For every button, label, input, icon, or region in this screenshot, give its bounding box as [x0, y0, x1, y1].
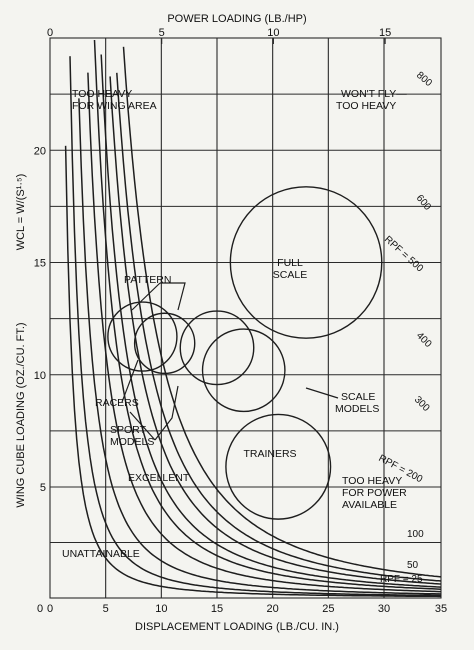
- origin-label: 0: [37, 603, 43, 615]
- rpf-curve-600: [116, 72, 442, 582]
- rpf-label-25: RPF = 25: [380, 574, 423, 585]
- x-tick-label-25: 25: [322, 603, 334, 615]
- x-tick-label-15: 15: [211, 603, 223, 615]
- x-axis-title: DISPLACEMENT LOADING (LB./CU. IN.): [135, 621, 339, 633]
- label-sport-models-1: SPORT: [110, 424, 147, 436]
- rpf-curve-300: [93, 39, 442, 590]
- label-sport-models-2: MODELS: [110, 436, 154, 448]
- rpf-curve-50: [69, 56, 442, 597]
- sport-models-pointer-2: [129, 411, 156, 441]
- rpf-label-300: 300: [412, 394, 432, 414]
- x-tick-label-10: 10: [155, 603, 167, 615]
- rpf-curve-100: [78, 98, 442, 595]
- rpf-label-600: 600: [414, 193, 433, 213]
- label-too-heavy-power-1: TOO HEAVY: [342, 475, 402, 487]
- scale-models-pointer: [305, 387, 339, 399]
- pattern-zone: [133, 312, 196, 375]
- pointers-group: [121, 282, 339, 441]
- tick-labels-group: 0 5 10 15 20 25 30 35 0 5 10 15 5 10 15 20 0: [34, 27, 447, 615]
- x-tick-label-5: 5: [103, 603, 109, 615]
- y-tick-label-20: 20: [34, 145, 46, 157]
- trainers-zone: [225, 413, 332, 520]
- plot-frame: [49, 37, 442, 599]
- label-excellent: EXCELLENT: [128, 472, 190, 484]
- rpf-label-800: 800: [414, 70, 434, 89]
- racers-pointer: [121, 359, 139, 403]
- top-tick-label-0: 0: [47, 27, 53, 39]
- y-tick-label-5: 5: [40, 482, 46, 494]
- label-scale-models-1: SCALE: [341, 391, 375, 403]
- rpf-curve-200: [87, 72, 441, 593]
- scale-models-zone: [201, 328, 286, 413]
- rpf-label-500: RPF = 500: [382, 234, 425, 275]
- sport-models-pointer-1: [154, 385, 179, 441]
- rpf-curve-25: [64, 145, 441, 598]
- top-tick-label-10: 10: [267, 27, 279, 39]
- label-trainers: TRAINERS: [243, 448, 296, 460]
- rpf-curve-500: [109, 76, 442, 585]
- label-racers: RACERS: [95, 397, 139, 409]
- top-axis-title: POWER LOADING (LB./HP): [167, 13, 306, 25]
- label-wont-fly-2: TOO HEAVY: [336, 100, 396, 112]
- rpf-label-100: 100: [407, 529, 424, 540]
- rpf-label-50: 50: [407, 560, 419, 571]
- grid-group: [49, 37, 442, 599]
- pattern-pointer-1: [160, 282, 186, 311]
- full-scale-zone: [229, 186, 383, 339]
- label-too-heavy-wing-2: FOR WING AREA: [72, 100, 157, 112]
- label-full-scale-1: FULL: [277, 257, 303, 269]
- y-axis-subtitle: WCL = W/(S¹·⁵): [15, 174, 27, 251]
- x-tick-label-20: 20: [267, 603, 279, 615]
- rpf-curve-800: [122, 46, 442, 578]
- top-tick-label-5: 5: [159, 27, 165, 39]
- pattern-pointer-2: [131, 282, 161, 311]
- rpf-label-400: 400: [414, 330, 434, 350]
- label-too-heavy-power-3: AVAILABLE: [342, 499, 397, 511]
- label-too-heavy-power-2: FOR POWER: [342, 487, 407, 499]
- label-full-scale-2: SCALE: [273, 269, 307, 281]
- sport-models-zone: [179, 310, 255, 386]
- y-tick-label-15: 15: [34, 258, 46, 270]
- label-pattern: PATTERN: [124, 274, 171, 286]
- x-tick-label-30: 30: [378, 603, 390, 615]
- label-wont-fly-1: WON'T FLY—: [341, 88, 407, 100]
- x-tick-label-35: 35: [435, 603, 447, 615]
- rpf-curve-400: [100, 54, 442, 588]
- label-scale-models-2: MODELS: [335, 403, 379, 415]
- top-tick-label-15: 15: [379, 27, 391, 39]
- x-tick-label-0: 0: [47, 603, 53, 615]
- racers-zone: [107, 301, 178, 372]
- label-unattainable: UNATTAINABLE: [62, 548, 140, 560]
- zones-group: [107, 186, 383, 520]
- label-too-heavy-wing-1: TOO HEAVY: [72, 88, 132, 100]
- y-axis-title: WING CUBE LOADING (OZ./CU. FT.): [15, 322, 27, 507]
- y-tick-label-10: 10: [34, 370, 46, 382]
